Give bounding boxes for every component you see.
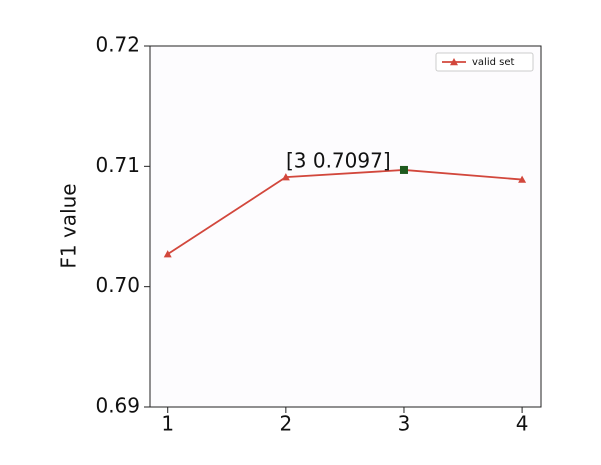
x-tick-label: 4 — [516, 412, 529, 436]
annotation-text: [3 0.7097] — [286, 148, 391, 172]
y-tick-label: 0.72 — [95, 33, 140, 57]
x-tick-label: 3 — [398, 412, 411, 436]
y-axis-label: F1 value — [57, 183, 81, 268]
legend-marker — [450, 58, 458, 66]
series-line — [167, 169, 523, 255]
x-tick-label: 1 — [161, 412, 174, 436]
point-marker — [281, 173, 290, 181]
point-marker — [518, 175, 527, 183]
point-marker — [163, 250, 172, 258]
legend-label: valid set — [472, 57, 514, 68]
y-tick-label: 0.71 — [95, 153, 140, 177]
annotation-marker — [399, 165, 408, 174]
y-tick-label: 0.69 — [95, 394, 140, 418]
x-tick-label: 2 — [279, 412, 292, 436]
legend: valid set — [435, 52, 534, 72]
legend-box — [435, 52, 534, 72]
y-tick-label: 0.70 — [95, 273, 140, 297]
plot-frame — [149, 45, 542, 408]
